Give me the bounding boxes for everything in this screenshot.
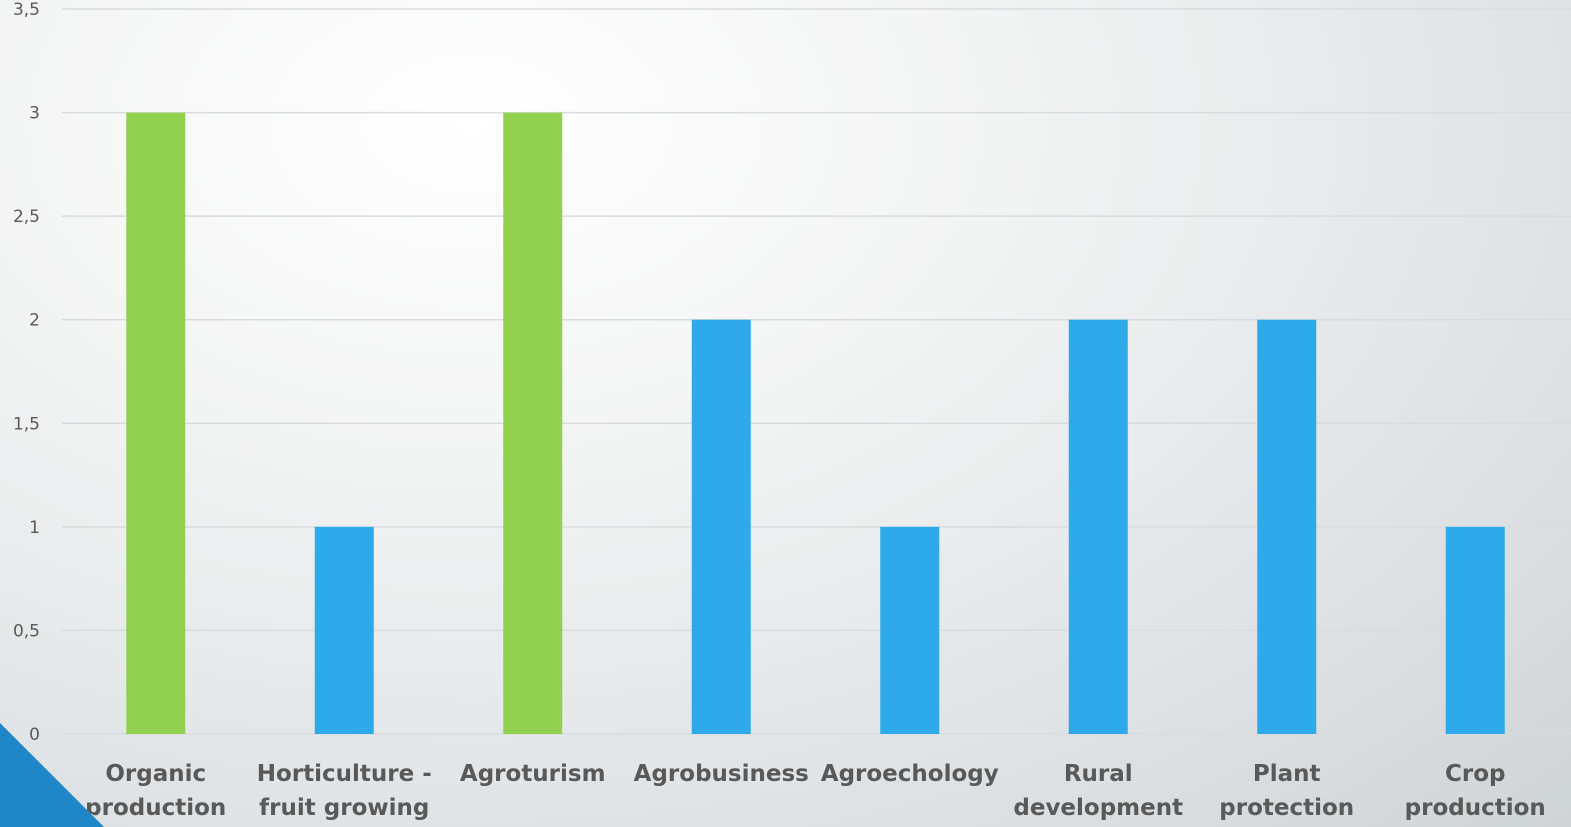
x-category-label: Organic production (85, 761, 226, 821)
bar (126, 112, 186, 735)
y-tick-label: 3 (29, 104, 40, 124)
corner-decoration (0, 723, 104, 827)
y-tick-label: 0,5 (13, 621, 40, 641)
bar (314, 526, 374, 734)
y-tick-label: 2 (29, 311, 40, 331)
bars (126, 112, 1505, 735)
y-axis-ticks: 00,511,522,533,5 (13, 0, 40, 745)
x-category-label: Rural development (1013, 761, 1183, 821)
x-category-label: Horticulture -fruit growing (257, 761, 432, 821)
x-category-label: Agrobusiness (634, 761, 809, 787)
y-tick-label: 1 (29, 518, 40, 538)
bar (1445, 526, 1505, 734)
y-tick-label: 1,5 (13, 414, 40, 434)
bar (503, 112, 563, 735)
x-category-label: Crop production (1405, 761, 1546, 821)
x-category-label: Agroechology (821, 761, 999, 787)
bar (880, 526, 940, 734)
x-axis-labels: Organic production Horticulture -fruit gro… (85, 761, 1546, 821)
bar (1068, 319, 1128, 734)
bar (1257, 319, 1317, 734)
y-tick-label: 3,5 (13, 0, 40, 20)
x-category-label: Agroturism (460, 761, 606, 787)
gridlines (62, 8, 1571, 735)
x-category-label: Plant protection (1219, 761, 1354, 821)
bar (691, 319, 751, 734)
y-tick-label: 2,5 (13, 207, 40, 227)
